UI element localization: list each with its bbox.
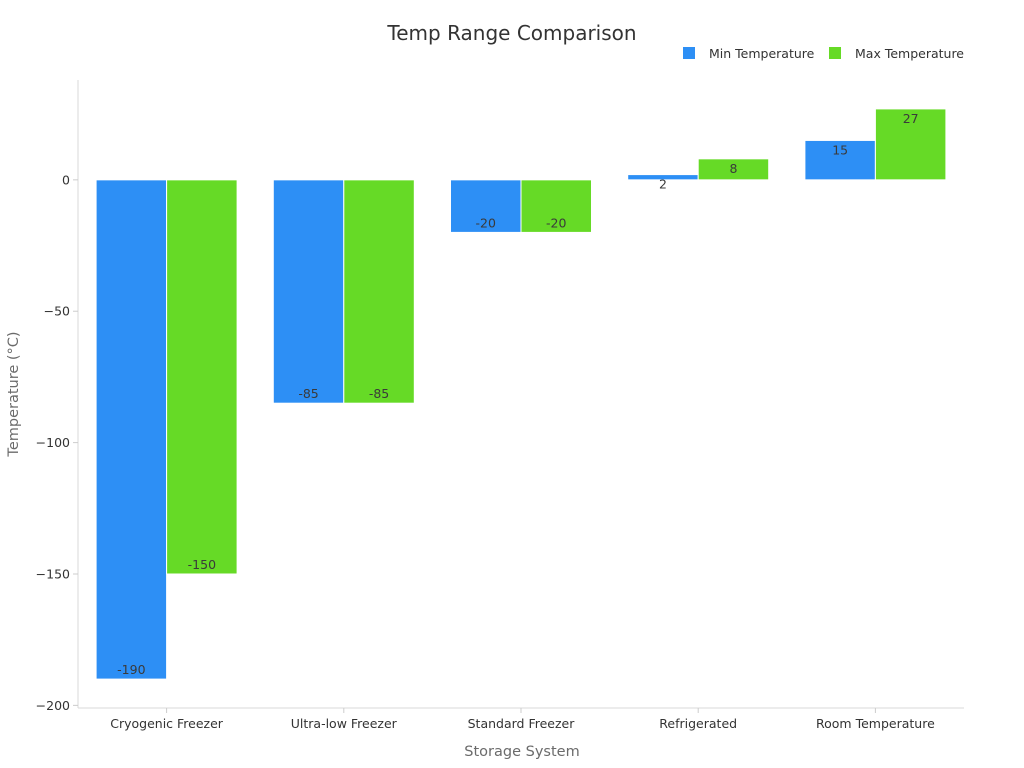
y-tick-label: −50 (44, 304, 70, 319)
bar-value-label: 8 (729, 161, 737, 176)
max-temperature-bar (343, 179, 415, 404)
x-tick-label: Refrigerated (659, 716, 737, 731)
bar-value-label: -150 (188, 557, 216, 572)
y-tick-label: −200 (36, 698, 70, 713)
min-temperature-bar (95, 179, 168, 680)
max-temperature-bar (166, 179, 238, 575)
min-temperature-bar (272, 179, 345, 404)
y-axis-title: Temperature (°C) (6, 331, 22, 457)
x-tick-label: Room Temperature (816, 716, 935, 731)
y-tick-label: 0 (62, 172, 70, 187)
y-ticks: 0 −50 −100 −150 −200 (36, 172, 78, 713)
bar-value-label: -190 (117, 662, 145, 677)
legend-label-min: Min Temperature (709, 46, 815, 61)
bars (95, 108, 947, 680)
legend-swatch-max (829, 47, 841, 59)
x-ticks: Cryogenic Freezer Ultra-low Freezer Standa… (110, 708, 935, 731)
legend: Min Temperature Max Temperature (683, 46, 964, 61)
max-temperature-bar (520, 179, 592, 233)
x-axis-title: Storage System (464, 744, 579, 760)
min-temperature-bar (450, 179, 522, 233)
x-tick-label: Ultra-low Freezer (291, 716, 398, 731)
max-temperature-bar (874, 108, 947, 181)
bar-value-label: -85 (298, 386, 318, 401)
x-tick-label: Cryogenic Freezer (110, 716, 224, 731)
max-temperature-bar (697, 158, 770, 181)
chart-title: Temp Range Comparison (386, 21, 636, 45)
legend-label-max: Max Temperature (855, 46, 964, 61)
bar-value-label: 2 (659, 177, 667, 192)
bar-value-label: 15 (832, 142, 848, 157)
y-tick-label: −100 (36, 435, 70, 450)
bar-value-label: 27 (903, 111, 919, 126)
y-tick-label: −150 (36, 566, 70, 581)
bar-value-label: -20 (476, 215, 496, 230)
bar-value-label: -85 (369, 386, 389, 401)
bar-value-label: -20 (546, 215, 566, 230)
legend-swatch-min (683, 47, 695, 59)
x-tick-label: Standard Freezer (468, 716, 576, 731)
data-labels: -190 -85 -20 2 15 -150 -85 -20 8 27 (117, 111, 918, 677)
